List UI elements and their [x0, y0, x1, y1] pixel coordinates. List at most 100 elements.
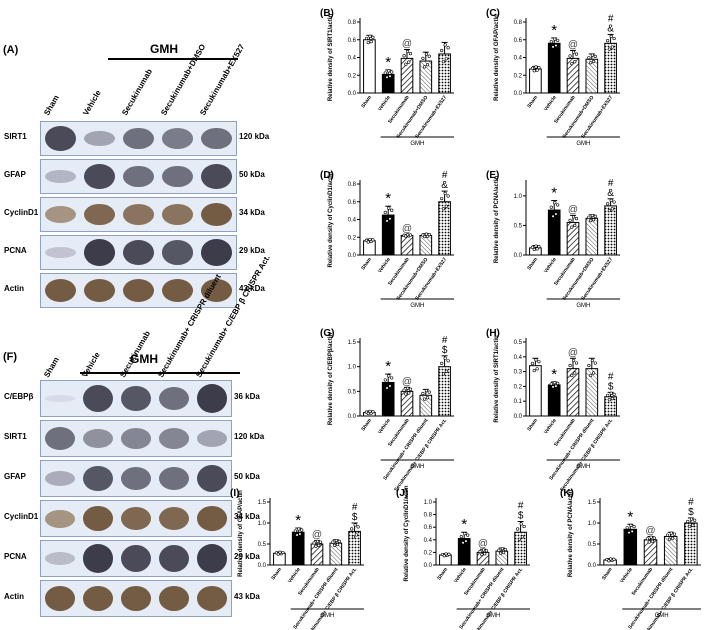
significance-mark: $ — [442, 345, 448, 356]
category-label: Vehicle — [453, 567, 468, 585]
data-point — [334, 538, 338, 543]
data-point — [281, 550, 285, 555]
blot-band — [197, 586, 227, 611]
data-point — [383, 378, 387, 382]
chart-ylabel: Relative density of CyclinD1/actin — [404, 485, 410, 581]
data-point — [368, 409, 372, 413]
data-point — [629, 523, 633, 527]
gmh-header-top: GMH — [150, 42, 178, 56]
blot-band — [45, 470, 75, 487]
y-tick-label: 0.0 — [424, 563, 433, 569]
data-point — [610, 397, 614, 401]
bar — [514, 531, 527, 566]
bar — [585, 217, 599, 256]
blot-band — [123, 239, 154, 266]
blot-strip — [40, 420, 232, 457]
category-label: Vehicle — [377, 418, 392, 436]
blot-kda-label: 43 kDa — [234, 591, 260, 601]
bar-chart: (K)Relative density of PCNA/actin 0.0 0.5 1… — [560, 488, 701, 630]
data-point — [591, 218, 596, 222]
data-point — [606, 393, 610, 398]
blot-band — [121, 428, 151, 449]
blot-strip — [40, 380, 232, 417]
category-label: Vehicle — [543, 257, 558, 275]
bar-chart: (D)Relative density of CyclinD1/actin 0.0… — [320, 170, 454, 309]
chart-ylabel: Relative density of SIRT1/actin — [494, 335, 500, 423]
data-point — [571, 358, 576, 363]
y-tick-label: 1.0 — [588, 521, 597, 527]
data-point — [333, 543, 337, 547]
panel-label-a: (A) — [3, 44, 19, 56]
significance-mark: @ — [312, 530, 322, 541]
blot-kda-label: 50 kDa — [234, 471, 260, 481]
y-tick-label: 0.4 — [424, 538, 433, 544]
y-tick-label: 0.2 — [348, 73, 357, 79]
data-point — [606, 202, 610, 206]
data-point — [532, 69, 536, 73]
data-point — [665, 533, 670, 537]
data-point — [481, 548, 486, 552]
bar — [585, 58, 599, 94]
category-label: Vehicle — [377, 95, 392, 113]
significance-mark: @ — [568, 347, 578, 358]
y-tick-label: 0.6 — [514, 38, 523, 44]
bar-chart: (B)Relative density of SIRT1/actin 0.0 0.2… — [320, 8, 454, 147]
lane-label: Secukinumab — [120, 67, 155, 117]
bar-chart: (J)Relative density of CyclinD1/actin 0.0… — [396, 485, 530, 630]
data-point — [587, 363, 591, 368]
data-point — [535, 247, 539, 251]
significance-mark: @ — [568, 39, 578, 50]
bar — [476, 551, 490, 566]
bar — [547, 42, 561, 94]
bar — [438, 53, 451, 94]
data-point — [612, 557, 616, 561]
significance-mark: # — [688, 497, 694, 508]
blot-band — [45, 395, 75, 402]
bar-chart: (H)Relative density of SIRT1/actin 0.0 0.1… — [486, 328, 620, 493]
data-point — [686, 519, 690, 524]
bar — [381, 381, 395, 417]
data-point — [612, 392, 616, 396]
blot-strip — [40, 580, 232, 617]
group-label: GMH — [410, 141, 424, 147]
data-point — [278, 550, 282, 554]
data-point — [408, 51, 413, 56]
y-tick-label: 0.0 — [588, 563, 597, 569]
blot-protein-label: GFAP — [4, 169, 26, 179]
significance-mark: & — [607, 23, 614, 34]
blot-strip — [40, 235, 237, 270]
data-point — [609, 391, 613, 395]
blot-band — [162, 128, 193, 149]
blot-strip — [40, 197, 237, 232]
data-point — [610, 45, 614, 49]
blot-band — [45, 586, 75, 611]
data-point — [466, 533, 470, 537]
y-tick-label: 0.0 — [348, 253, 357, 259]
data-point — [574, 361, 579, 365]
blot-strip — [40, 121, 237, 156]
data-point — [593, 214, 597, 218]
y-tick-label: 0.5 — [588, 542, 597, 548]
y-tick-label: 1.5 — [588, 500, 597, 506]
data-point — [459, 535, 463, 539]
y-tick-label: 1.5 — [258, 500, 267, 506]
data-point — [424, 232, 428, 236]
y-tick-label: 1.0 — [424, 500, 433, 506]
data-point — [423, 235, 427, 239]
significance-mark: # — [442, 335, 448, 346]
blot-band — [45, 426, 75, 451]
data-point — [500, 547, 504, 551]
data-point — [568, 54, 572, 58]
category-label: Sham — [436, 566, 449, 581]
data-point — [441, 59, 446, 64]
blot-kda-label: 120 kDa — [234, 431, 265, 441]
blot-strip — [40, 540, 232, 577]
data-point — [501, 550, 506, 555]
significance-mark: @ — [568, 204, 578, 215]
data-point — [425, 63, 430, 67]
data-point — [667, 537, 672, 541]
y-tick-label: 0.2 — [424, 550, 433, 556]
data-point — [444, 204, 448, 208]
blot-band — [159, 386, 189, 411]
blot-band — [83, 544, 113, 573]
